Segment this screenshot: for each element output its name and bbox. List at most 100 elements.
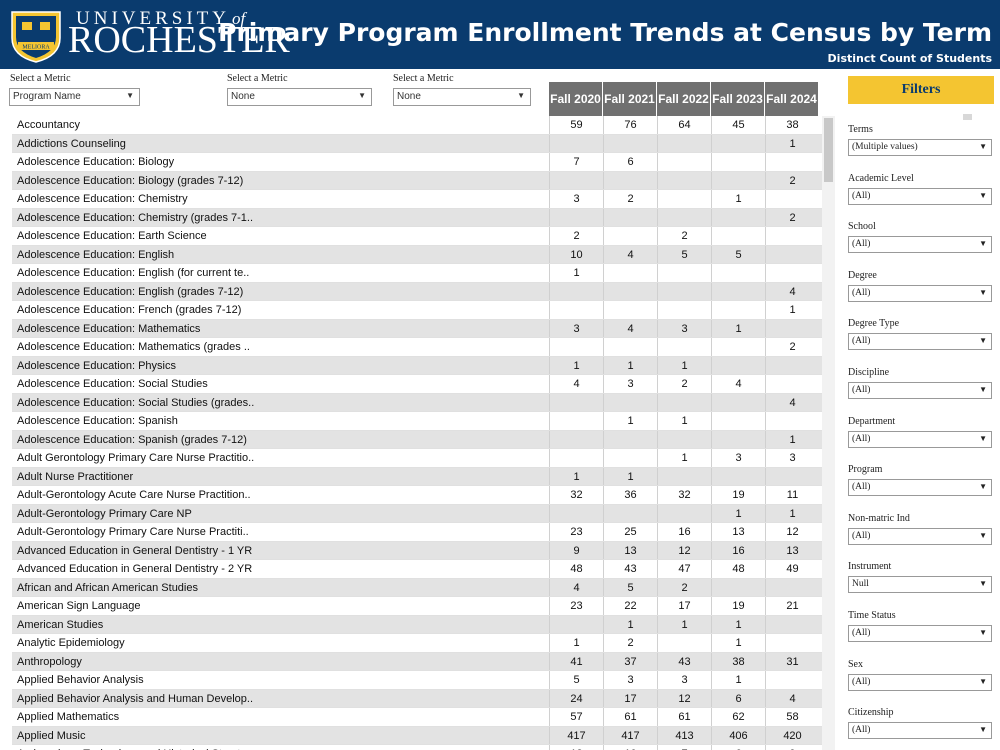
enrollment-count-cell: 1 [711,671,765,689]
enrollment-count-cell [657,264,711,282]
enrollment-count-cell: 48 [549,560,603,578]
filter-select-academic-level[interactable]: (All) ▼ [848,187,992,205]
table-row[interactable]: Advanced Education in General Dentistry … [12,560,822,579]
filter-value: (All) [852,676,871,687]
table-row[interactable]: Applied Behavior Analysis 5 3 3 1 [12,671,822,690]
table-row[interactable]: Adult Nurse Practitioner 1 1 [12,467,822,486]
filter-select-degree[interactable]: (All) ▼ [848,284,992,302]
table-row[interactable]: Adolescence Education: Spanish 1 1 [12,412,822,431]
table-scrollbar[interactable] [822,116,835,750]
table-row[interactable]: Applied Behavior Analysis and Human Deve… [12,689,822,708]
enrollment-count-cell [711,338,765,356]
table-row[interactable]: Adult-Gerontology Primary Care Nurse Pra… [12,523,822,542]
table-row[interactable]: Adolescence Education: Mathematics (grad… [12,338,822,357]
filter-select-terms[interactable]: (Multiple values) ▼ [848,139,992,156]
enrollment-count-cell: 1 [765,430,819,448]
table-row[interactable]: Adolescence Education: Physics 1 1 1 [12,356,822,375]
enrollment-count-cell [711,208,765,226]
table-row[interactable]: Adolescence Education: English 10 4 5 5 [12,245,822,264]
scrollbar-thumb[interactable] [824,118,833,182]
enrollment-count-cell [603,171,657,189]
enrollment-count-cell [549,412,603,430]
filter-select-program[interactable]: (All) ▼ [848,479,992,497]
table-row[interactable]: Adolescence Education: Biology 7 6 [12,153,822,172]
enrollment-count-cell [711,134,765,152]
table-row[interactable]: American Sign Language 23 22 17 19 21 [12,597,822,616]
table-row[interactable]: American Studies 1 1 1 [12,615,822,634]
table-row[interactable]: Applied Music 417 417 413 406 420 [12,726,822,745]
table-row[interactable]: Adolescence Education: English (grades 7… [12,282,822,301]
enrollment-count-cell: 1 [765,301,819,319]
table-row[interactable]: African and African American Studies 4 5 2 [12,578,822,597]
program-name-cell: Adolescence Education: Biology (grades 7… [17,174,244,187]
table-row[interactable]: Analytic Epidemiology 1 2 1 [12,634,822,653]
program-name-cell: Anthropology [17,655,82,668]
column-header-fall-2020[interactable]: Fall 2020 [549,82,603,116]
table-row[interactable]: Adolescence Education: Social Studies (g… [12,393,822,412]
program-name-cell: Adolescence Education: Spanish [17,415,178,427]
filter-select-non-matric-ind[interactable]: (All) ▼ [848,527,992,545]
filter-label-non-matric-ind: Non-matric Ind [848,512,910,524]
table-row[interactable]: Accountancy 59 76 64 45 38 [12,116,822,135]
filter-select-discipline[interactable]: (All) ▼ [848,382,992,399]
table-row[interactable]: Advanced Education in General Dentistry … [12,541,822,560]
filter-value: (All) [852,385,871,395]
enrollment-count-cell: 1 [549,356,603,374]
chevron-down-icon: ▼ [979,482,987,492]
chevron-down-icon: ▼ [517,91,525,100]
metric-3-select[interactable]: None ▼ [393,88,531,106]
table-row[interactable]: Adolescence Education: Mathematics 3 4 3 1 [12,319,822,338]
table-row[interactable]: Adolescence Education: Chemistry 3 2 1 [12,190,822,209]
enrollment-count-cell: 57 [549,708,603,726]
chevron-down-icon: ▼ [979,142,987,151]
metric-1-select[interactable]: Program Name ▼ [9,88,140,106]
table-row[interactable]: Adolescence Education: French (grades 7-… [12,301,822,320]
logo-university-text: UNIVERSITY of [76,8,246,29]
program-name-cell: Advanced Education in General Dentistry … [17,563,253,575]
enrollment-count-cell: 13 [603,541,657,559]
filter-value: (Multiple values) [852,142,918,152]
column-header-fall-2023[interactable]: Fall 2023 [711,82,765,116]
table-row[interactable]: Adolescence Education: Chemistry (grades… [12,208,822,227]
filter-select-instrument[interactable]: Null ▼ [848,576,992,594]
program-name-cell: Applied Behavior Analysis and Human Deve… [17,692,254,705]
table-row[interactable]: Addictions Counseling 1 [12,134,822,153]
filter-select-sex[interactable]: (All) ▼ [848,673,992,691]
filter-select-school[interactable]: (All) ▼ [848,236,992,254]
table-row[interactable]: Archaeology, Technology and Historical S… [12,745,822,750]
enrollment-count-cell [657,171,711,189]
enrollment-count-cell [603,504,657,522]
table-row[interactable]: Adolescence Education: Biology (grades 7… [12,171,822,190]
table-row[interactable]: Adolescence Education: Earth Science 2 2 [12,227,822,246]
enrollment-count-cell: 32 [549,486,603,504]
filters-panel-handle[interactable] [963,114,972,120]
filter-select-citizenship[interactable]: (All) ▼ [848,722,992,740]
enrollment-count-cell: 12 [765,523,819,541]
program-name-cell: Adolescence Education: Social Studies [17,378,208,390]
enrollment-count-cell [657,467,711,485]
enrollment-count-cell [549,338,603,356]
enrollment-count-cell: 420 [765,726,819,744]
metric-1-label: Select a Metric [10,73,71,84]
column-header-fall-2021[interactable]: Fall 2021 [603,82,657,116]
filter-select-time-status[interactable]: (All) ▼ [848,625,992,642]
column-header-fall-2024[interactable]: Fall 2024 [765,82,819,116]
enrollment-count-cell [765,375,819,393]
table-row[interactable]: Adult Gerontology Primary Care Nurse Pra… [12,449,822,468]
table-row[interactable]: Anthropology 41 37 43 38 31 [12,652,822,671]
enrollment-count-cell: 47 [657,560,711,578]
enrollment-count-cell: 3 [549,190,603,208]
column-header-fall-2022[interactable]: Fall 2022 [657,82,711,116]
table-row[interactable]: Adolescence Education: Social Studies 4 3 2… [12,375,822,394]
table-row[interactable]: Adolescence Education: Spanish (grades 7… [12,430,822,449]
filter-select-degree-type[interactable]: (All) ▼ [848,333,992,351]
enrollment-count-cell: 38 [765,116,819,134]
table-row[interactable]: Adult-Gerontology Acute Care Nurse Pract… [12,486,822,505]
filter-select-department[interactable]: (All) ▼ [848,430,992,448]
filter-label-program: Program [848,464,883,476]
program-name-cell: Addictions Counseling [17,137,126,150]
table-row[interactable]: Adolescence Education: English (for curr… [12,264,822,283]
table-row[interactable]: Adult-Gerontology Primary Care NP 1 1 [12,504,822,523]
metric-2-select[interactable]: None ▼ [227,88,372,106]
table-row[interactable]: Applied Mathematics 57 61 61 62 58 [12,708,822,727]
